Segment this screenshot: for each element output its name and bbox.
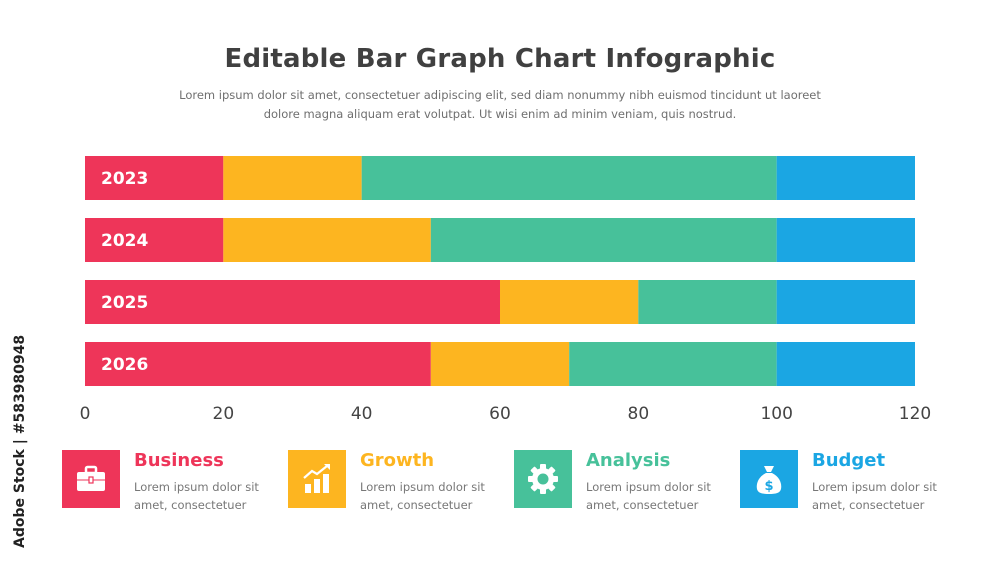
bar-segment-2023-budget <box>776 156 915 200</box>
bar-segment-2025-analysis <box>638 280 777 324</box>
page-title: Editable Bar Graph Chart Infographic <box>224 44 776 74</box>
bar-segment-2023-business <box>85 156 224 200</box>
legend-color-box <box>514 450 572 508</box>
legend-description: Lorem ipsum dolor sit amet, consectetuer <box>134 478 274 514</box>
bar-segment-2024-growth <box>223 218 431 262</box>
subtitle-line-2: dolore magna aliquam erat volutpat. Ut w… <box>263 107 737 121</box>
stacked-bar-chart: 2023 2024 2025 2026 0 20 40 60 80 100 120 <box>80 156 931 420</box>
legend-desc-line-2: amet, consectetuer <box>586 498 699 512</box>
legend-description: Lorem ipsum dolor sit amet, consectetuer <box>586 478 726 514</box>
legend-item-business: Business Lorem ipsum dolor sit amet, con… <box>62 450 277 512</box>
legend-title: Business <box>134 450 224 471</box>
bar-segment-2025-growth <box>500 280 639 324</box>
x-tick-label: 60 <box>489 404 511 420</box>
briefcase-icon <box>77 465 105 491</box>
x-tick-label: 40 <box>351 404 373 420</box>
bar-category-label: 2026 <box>101 355 148 375</box>
legend-desc-line-1: Lorem ipsum dolor sit <box>360 480 485 494</box>
legend-desc-line-1: Lorem ipsum dolor sit <box>812 480 937 494</box>
bar-category-label: 2023 <box>101 169 148 189</box>
bar-segment-2023-analysis <box>361 156 777 200</box>
x-tick-label: 20 <box>213 404 235 420</box>
x-tick-label: 80 <box>628 404 650 420</box>
legend-color-box: $ <box>740 450 798 508</box>
legend-desc-line-2: amet, consectetuer <box>360 498 473 512</box>
bar-category-label: 2024 <box>101 231 148 251</box>
bar-segment-2024-business <box>85 218 224 262</box>
legend-item-growth: Growth Lorem ipsum dolor sit amet, conse… <box>288 450 503 512</box>
legend-item-budget: $ Budget Lorem ipsum dolor sit amet, con… <box>740 450 955 512</box>
gear-icon <box>528 464 558 494</box>
side-watermark-text: Adobe Stock | #583980948 <box>12 334 28 548</box>
svg-text:$: $ <box>764 479 773 494</box>
legend-desc-line-1: Lorem ipsum dolor sit <box>586 480 711 494</box>
bar-segment-2024-budget <box>776 218 915 262</box>
legend-item-analysis: Analysis Lorem ipsum dolor sit amet, con… <box>514 450 729 512</box>
bar-segment-2023-growth <box>223 156 362 200</box>
bar-segment-2026-analysis <box>569 342 777 386</box>
legend-title: Budget <box>812 450 886 471</box>
growth-chart-icon <box>303 464 330 493</box>
legend-title: Analysis <box>586 450 671 471</box>
bar-category-label: 2025 <box>101 293 148 313</box>
bar-segment-2026-budget <box>776 342 915 386</box>
x-tick-label: 120 <box>899 404 931 420</box>
legend-desc-line-2: amet, consectetuer <box>134 498 247 512</box>
bar-segment-2026-business <box>85 342 431 386</box>
subtitle-line-1: Lorem ipsum dolor sit amet, consectetuer… <box>179 88 821 102</box>
bar-segment-2025-budget <box>776 280 915 324</box>
legend-color-box <box>62 450 120 508</box>
legend-color-box <box>288 450 346 508</box>
legend-desc-line-1: Lorem ipsum dolor sit <box>134 480 259 494</box>
bar-segment-2024-analysis <box>430 218 777 262</box>
legend-description: Lorem ipsum dolor sit amet, consectetuer <box>812 478 952 514</box>
money-bag-icon: $ <box>756 466 782 494</box>
bar-segment-2025-business <box>85 280 500 324</box>
legend-desc-line-2: amet, consectetuer <box>812 498 925 512</box>
legend-description: Lorem ipsum dolor sit amet, consectetuer <box>360 478 500 514</box>
x-tick-label: 0 <box>80 404 91 420</box>
bar-segment-2026-growth <box>430 342 570 386</box>
page-subtitle: Lorem ipsum dolor sit amet, consectetuer… <box>170 86 830 124</box>
x-tick-label: 100 <box>760 404 792 420</box>
legend-title: Growth <box>360 450 435 471</box>
